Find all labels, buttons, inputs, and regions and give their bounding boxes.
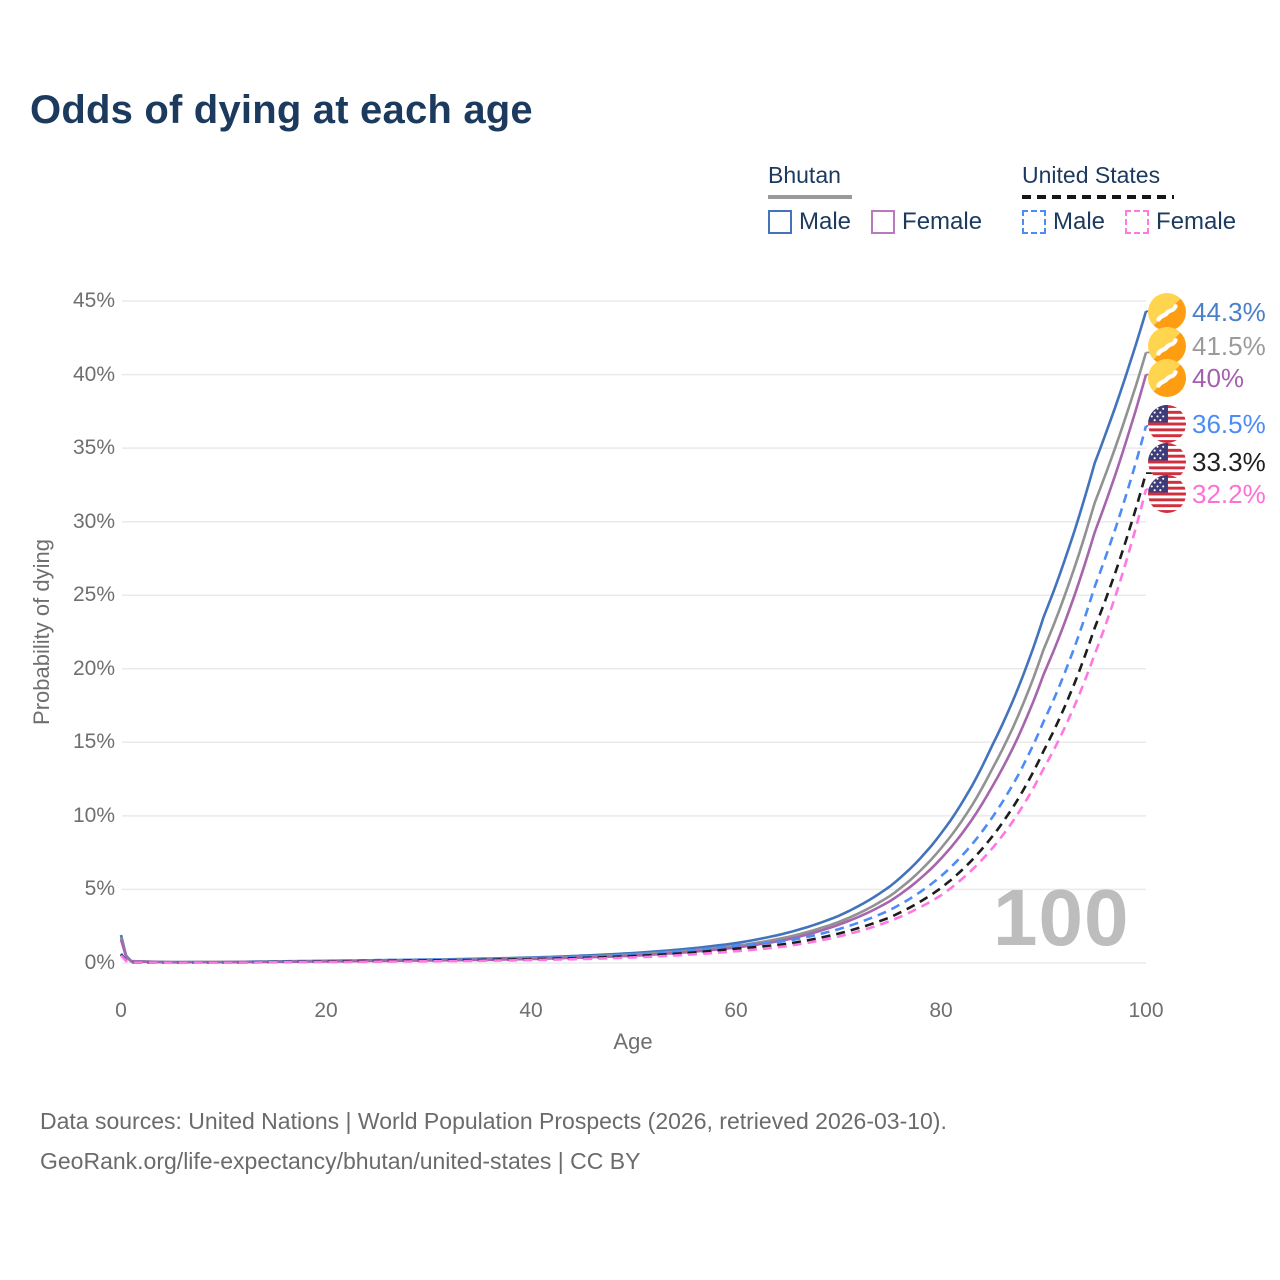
bhutan-male-swatch-icon: [768, 210, 792, 234]
y-tick-15: 15%: [72, 730, 115, 753]
end-value: 44.3%: [1192, 296, 1266, 327]
bhutan-flag-icon: [1148, 293, 1186, 331]
bhutan-flag-icon: [1148, 327, 1186, 365]
end-value: 41.5%: [1192, 330, 1266, 361]
bhutan-flag-icon: [1148, 359, 1186, 397]
legend-item-us-male[interactable]: Male: [1022, 208, 1105, 236]
end-label-bhutan-overall[interactable]: 41.5%: [1148, 327, 1266, 365]
x-tick-60: 60: [724, 999, 748, 1022]
us-male-swatch-icon: [1022, 210, 1046, 234]
y-tick-25: 25%: [72, 583, 115, 606]
end-label-us-female[interactable]: 32.2%: [1148, 475, 1266, 513]
us-flag-icon: [1148, 475, 1186, 513]
y-axis-title: Probability of dying: [29, 539, 54, 725]
legend-item-bhutan-female[interactable]: Female: [871, 208, 982, 236]
y-tick-35: 35%: [72, 436, 115, 459]
y-tick-30: 30%: [72, 510, 115, 533]
legend-item-bhutan-male[interactable]: Male: [768, 208, 851, 236]
us-flag-icon: [1148, 443, 1186, 481]
legend-label: Female: [902, 208, 983, 235]
end-label-bhutan-male[interactable]: 44.3%: [1148, 293, 1266, 331]
end-label-us-overall[interactable]: 33.3%: [1148, 443, 1266, 481]
end-value: 33.3%: [1192, 446, 1266, 477]
legend-group-bhutan: Bhutan Male Female: [768, 162, 982, 236]
y-tick-20: 20%: [72, 657, 115, 680]
age-watermark: 100: [993, 873, 1130, 962]
x-tick-100: 100: [1128, 999, 1164, 1022]
us-flag-icon: [1148, 405, 1186, 443]
mortality-curves: [119, 310, 1148, 965]
curve-us-male[interactable]: [119, 425, 1148, 964]
legend-country-united-states[interactable]: United States: [1022, 162, 1161, 188]
legend-country-bhutan[interactable]: Bhutan: [768, 162, 841, 188]
attribution-note[interactable]: GeoRank.org/life-expectancy/bhutan/unite…: [40, 1148, 641, 1174]
x-tick-40: 40: [519, 999, 543, 1022]
legend-label: Male: [1053, 208, 1106, 235]
legend-group-united-states: United States Male Female: [1022, 162, 1236, 236]
curve-us-female[interactable]: [120, 488, 1148, 965]
end-value: 40%: [1192, 362, 1245, 393]
page-title: Odds of dying at each age: [30, 88, 533, 132]
data-source-note: Data sources: United Nations | World Pop…: [40, 1108, 947, 1134]
curve-bhutan-male[interactable]: [119, 310, 1148, 964]
x-axis-title: Age: [613, 1029, 653, 1054]
us-line-sample: [1022, 195, 1174, 199]
x-tick-80: 80: [929, 999, 953, 1022]
y-tick-10: 10%: [72, 804, 115, 827]
end-value: 36.5%: [1192, 408, 1266, 439]
gridlines: [122, 300, 1146, 964]
x-tick-0: 0: [115, 999, 127, 1022]
curve-bhutan-overall[interactable]: [119, 352, 1148, 964]
end-label-bhutan-female[interactable]: 40%: [1148, 359, 1244, 397]
legend-label: Male: [799, 208, 852, 235]
legend-item-us-female[interactable]: Female: [1125, 208, 1236, 236]
y-tick-45: 45%: [72, 289, 115, 312]
bhutan-line-sample: [768, 195, 852, 199]
x-tick-20: 20: [314, 999, 338, 1022]
end-label-us-male[interactable]: 36.5%: [1148, 405, 1266, 443]
y-tick-5: 5%: [84, 877, 115, 900]
bhutan-female-swatch-icon: [871, 210, 896, 234]
y-tick-40: 40%: [72, 363, 115, 386]
legend-label: Female: [1156, 208, 1237, 235]
us-female-swatch-icon: [1125, 210, 1150, 234]
y-tick-0: 0%: [84, 951, 115, 974]
end-value: 32.2%: [1192, 478, 1266, 509]
